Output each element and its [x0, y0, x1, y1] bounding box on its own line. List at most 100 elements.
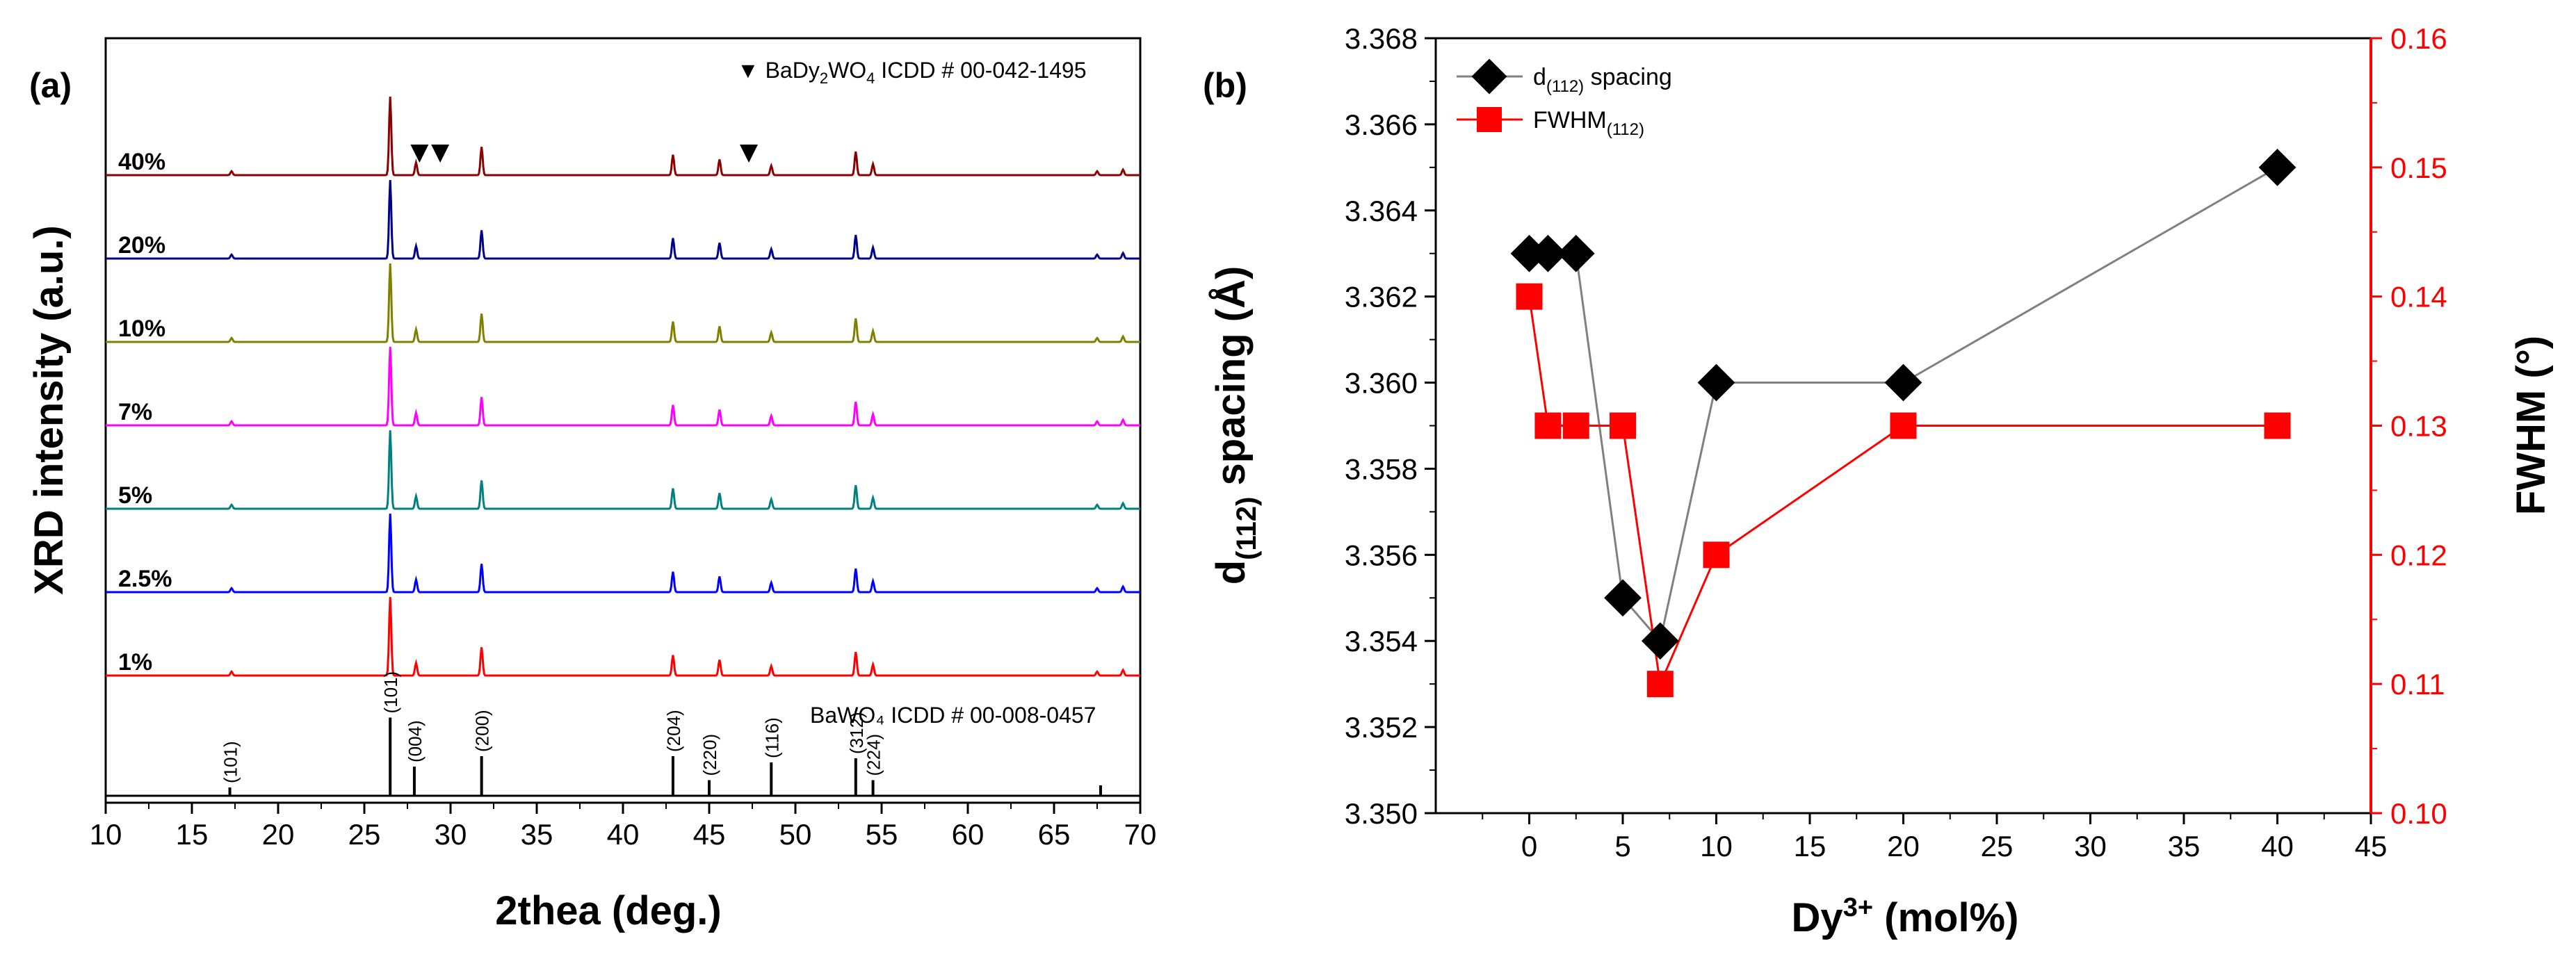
reference-line-label: (116) [761, 717, 782, 758]
spacing-point [1697, 363, 1735, 402]
panel-b-y2-tick-label: 0.12 [2390, 539, 2447, 571]
xrd-pattern-line [106, 513, 1140, 594]
panel-a-x-tick-label: 50 [779, 818, 812, 851]
panel-b-y-tick-label: 3.368 [1345, 22, 1418, 55]
legend-spacing-label: d(112) spacing [1533, 64, 1672, 96]
panel-b-series-markers [1510, 148, 2296, 698]
fwhm-point [1516, 283, 1543, 310]
panel-b-legend: d(112) spacing FWHM(112) [1457, 58, 1672, 139]
panel-b-x-tick-label: 30 [2074, 830, 2107, 862]
xrd-series-group: 40% 20% 10% 7% 5% 2.5% 1% [106, 96, 1140, 677]
panel-b-y-tick-label: 3.364 [1345, 195, 1418, 227]
panel-a-label: (a) [29, 66, 72, 105]
fwhm-point [1534, 412, 1562, 439]
secondary-phase-marker [431, 145, 450, 163]
panel-a-x-tick-label: 45 [693, 818, 726, 851]
panel-a-xrd: (a) ▼ BaDy2WO4 ICDD # 00-042-1495 BaWO₄ … [26, 37, 1157, 933]
panel-a-x-tick-label: 15 [176, 818, 209, 851]
xrd-pattern-label: 7% [118, 399, 152, 425]
panel-b-y-tick-label: 3.354 [1345, 625, 1418, 657]
fwhm-point [1890, 412, 1917, 439]
panel-b-x-tick-label: 40 [2261, 830, 2294, 862]
xrd-pattern-label: 1% [118, 649, 152, 676]
panel-b-y2-tick-label: 0.10 [2390, 797, 2447, 830]
spacing-point [1604, 579, 1642, 617]
panel-b-axes: 0 5 10 15 20 25 30 35 40 45 3.350 3.352 3.354 3.356 3.… [1345, 22, 2447, 862]
panel-a-x-axis: 10 15 20 25 30 35 40 45 50 55 60 65 70 [90, 803, 1157, 851]
secondary-phase-marker [740, 145, 759, 163]
xrd-pattern-10%: 10% [106, 263, 1140, 343]
xrd-pattern-1%: 1% [106, 596, 1140, 677]
reference-line-label: (224) [864, 734, 884, 776]
panel-a-x-tick-label: 65 [1038, 818, 1071, 851]
secondary-phase-legend-text: ▼ BaDy2WO4 ICDD # 00-042-1495 [737, 58, 1087, 87]
reference-line-label: (220) [699, 734, 720, 776]
panel-b-y-tick-label: 3.366 [1345, 108, 1418, 141]
panel-b-label: (b) [1203, 66, 1247, 105]
panel-b-y-axis-title: d(112) spacing (Å) [1208, 266, 1262, 585]
xrd-pattern-line [106, 430, 1140, 510]
panel-a-x-tick-label: 70 [1124, 818, 1157, 851]
panel-b-y2-tick-label: 0.11 [2390, 668, 2445, 701]
panel-b-y2-tick-label: 0.16 [2390, 22, 2447, 55]
reference-line-label: (204) [663, 710, 684, 752]
xrd-pattern-label: 2.5% [118, 566, 172, 592]
panel-b-x-axis-title: Dy3+ (mol%) [1792, 893, 2019, 940]
legend-spacing-marker [1471, 58, 1507, 95]
fwhm-point [1610, 412, 1636, 439]
panel-b-y2-tick-label: 0.14 [2390, 281, 2447, 313]
panel-b-x-tick-label: 35 [2168, 830, 2201, 862]
spacing-point [1884, 363, 1922, 402]
xrd-pattern-line [106, 179, 1140, 260]
xrd-pattern-line [106, 263, 1140, 343]
secondary-phase-legend: ▼ BaDy2WO4 ICDD # 00-042-1495 [410, 58, 1087, 163]
panel-a-x-tick-label: 25 [348, 818, 381, 851]
panel-a-y-axis-title: XRD intensity (a.u.) [26, 225, 72, 595]
reference-pattern-label: BaWO₄ ICDD # 00-008-0457 [810, 703, 1096, 728]
reference-lines-group: (101)(101)(004) (200) (204)(220) (116) (312)… [106, 671, 1140, 797]
xrd-pattern-label: 5% [118, 482, 152, 509]
panel-b-x-tick-label: 15 [1794, 830, 1826, 862]
xrd-pattern-line [106, 596, 1140, 677]
xrd-pattern-5%: 5% [106, 430, 1140, 510]
xrd-pattern-7%: 7% [106, 346, 1140, 427]
reference-line-label: (312) [846, 712, 867, 754]
xrd-pattern-label: 10% [118, 316, 165, 342]
panel-b-x-tick-label: 0 [1521, 830, 1537, 862]
panel-b-x-tick-label: 20 [1887, 830, 1920, 862]
panel-a-frame [104, 37, 1142, 804]
xrd-pattern-40%: 40% [106, 96, 1140, 177]
panel-b-x-tick-label: 25 [1981, 830, 2014, 862]
xrd-pattern-2.5%: 2.5% [106, 513, 1140, 594]
spacing-series-line [1529, 166, 2278, 644]
panel-b-y-tick-label: 3.358 [1345, 452, 1418, 485]
legend-fwhm-label: FWHM(112) [1533, 107, 1644, 139]
panel-b-y-tick-label: 3.360 [1345, 367, 1418, 400]
xrd-pattern-label: 40% [118, 149, 165, 175]
panel-a-x-axis-title: 2thea (deg.) [495, 888, 722, 933]
panel-b-y2-tick-label: 0.15 [2390, 152, 2447, 184]
xrd-pattern-label: 20% [118, 232, 165, 259]
panel-b-y-tick-label: 3.362 [1345, 281, 1418, 313]
fwhm-point [1646, 671, 1674, 698]
xrd-pattern-line [106, 96, 1140, 177]
panel-b-y-tick-label: 3.356 [1345, 539, 1418, 571]
panel-a-x-tick-label: 35 [521, 818, 553, 851]
panel-b-spacing-fwhm: (b) d(112) spacing FWHM(112) 0 5 10 15 20 25 3… [1203, 22, 2554, 940]
spacing-point [1557, 234, 1595, 272]
panel-b-y2-tick-label: 0.13 [2390, 410, 2447, 443]
panel-b-x-tick-label: 5 [1614, 830, 1630, 862]
xrd-pattern-20%: 20% [106, 179, 1140, 260]
spacing-point [2258, 148, 2296, 186]
xrd-pattern-line [106, 346, 1140, 427]
panel-b-y2-axis-title: FWHM (°) [2509, 336, 2554, 515]
fwhm-series-line [1528, 296, 2278, 688]
panel-b-x-tick-label: 45 [2355, 830, 2388, 862]
panel-a-x-tick-label: 20 [262, 818, 295, 851]
panel-b-y-tick-label: 3.352 [1345, 711, 1418, 744]
reference-line-label: (004) [405, 720, 426, 762]
panel-a-x-tick-label: 55 [866, 818, 898, 851]
reference-line-label: (101) [220, 741, 241, 783]
fwhm-point [2264, 412, 2291, 439]
